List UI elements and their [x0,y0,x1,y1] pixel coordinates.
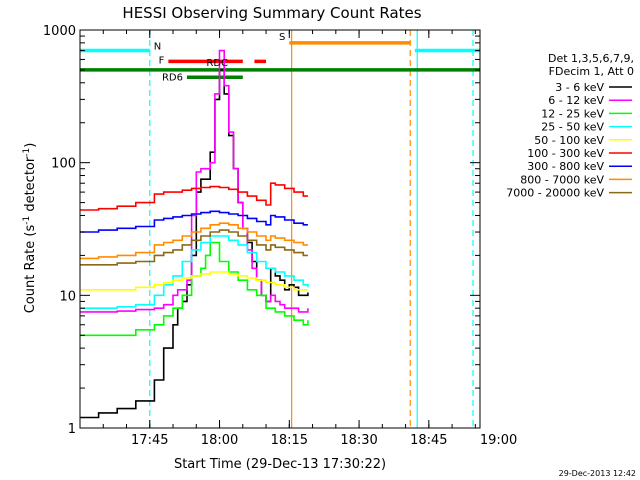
timestamp: 29-Dec-2013 12:42 [559,469,636,478]
x-tick-label-2: 18:15 [271,433,308,448]
legend-label-3: 25 - 50 keV [541,121,604,134]
series-line-5 [80,182,308,211]
series-line-2 [80,241,309,337]
x-tick-label-5: 19:00 [480,433,517,448]
series-lines [80,49,309,419]
flag-label-rdc: RDC [206,58,228,69]
legend-header-1: FDecim 1, Att 0 [549,65,634,78]
series-line-6 [80,210,308,233]
y-tick-label-3: 1000 [43,24,76,39]
series-line-7 [80,222,308,260]
flag-bars [80,41,480,80]
legend-label-8: 7000 - 20000 keV [506,187,604,200]
legend-label-5: 100 - 300 keV [527,147,604,160]
legend-header-0: Det 1,3,5,6,7,9, [548,52,634,65]
x-tick-label-4: 18:45 [410,433,447,448]
series-line-3 [80,235,309,309]
series-line-1 [80,49,309,313]
x-tick-label-3: 18:30 [340,433,377,448]
x-tick-label-1: 18:00 [201,433,238,448]
plot-frame [79,29,481,429]
vertical-markers [149,30,474,428]
legend-label-7: 800 - 7000 keV [520,173,604,186]
flag-label-s: S [279,32,285,43]
legend-label-4: 50 - 100 keV [534,134,604,147]
x-axis-label: Start Time (29-Dec-13 17:30:22) [174,457,386,472]
flag-label-f: F [159,55,165,66]
flag-label-rd6: RD6 [162,72,183,83]
flag-label-n: N [154,42,161,53]
x-tick-label-0: 17:45 [131,433,168,448]
legend-label-6: 300 - 800 keV [527,160,604,173]
y-tick-label-0: 1 [68,422,76,437]
series-line-8 [80,229,308,266]
chart-title: HESSI Observing Summary Count Rates [122,4,421,22]
series-line-4 [80,271,308,291]
y-tick-label-1: 10 [59,289,76,304]
legend: N S F RDC RD6 Det 1,3,5,6,7,9,FDecim 1, Att 0… [154,32,634,200]
series-line-0 [80,69,309,419]
y-tick-label-2: 100 [51,157,76,172]
legend-label-2: 12 - 25 keV [541,107,604,120]
y-axis-label: Count Rate (s-1 detector-1) [22,143,38,314]
axes: 17:45 18:00 18:15 18:30 18:45 19:00 1 10 100 1000 [43,24,517,448]
legend-label-1: 6 - 12 keV [548,94,604,107]
legend-label-0: 3 - 6 keV [555,81,604,94]
